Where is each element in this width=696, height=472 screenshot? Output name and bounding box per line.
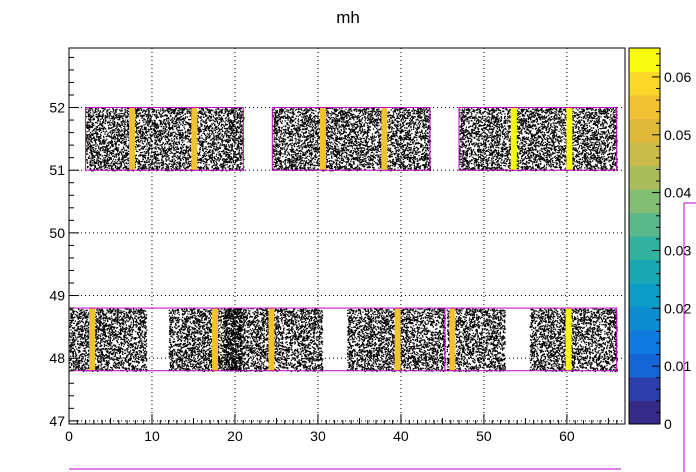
region-outline	[444, 307, 618, 372]
heatmap-region	[459, 107, 618, 172]
y-tick-label: 52	[49, 100, 65, 116]
heatmap-cell-dots	[459, 107, 618, 172]
heatmap-region	[272, 107, 432, 172]
heatmap-region	[529, 308, 618, 372]
hot-strip	[319, 107, 326, 171]
hot-strip	[449, 308, 456, 371]
hot-strip	[191, 107, 198, 171]
y-tick-label: 48	[49, 350, 65, 366]
hot-strip	[129, 107, 136, 171]
x-tick-label: 0	[65, 428, 73, 444]
heatmap-cell-dots	[168, 308, 243, 372]
overlay-frames	[69, 202, 696, 472]
colorbar: 0 0.01 0.02 0.03 0.04 0.05 0.06	[628, 47, 691, 432]
colorbar-tick-label: 0.03	[664, 242, 691, 258]
region-outline	[458, 107, 618, 171]
colorbar-swatch	[629, 330, 660, 354]
colorbar-swatch	[629, 283, 660, 307]
colorbar-swatch	[629, 118, 660, 143]
heatmap-cell-dots	[69, 308, 148, 372]
colorbar-swatch	[629, 259, 660, 284]
y-tick-label: 47	[49, 413, 65, 429]
heatmap-cells	[69, 107, 618, 372]
colorbar-swatch	[629, 400, 660, 425]
hot-strip	[381, 107, 388, 171]
colorbar-tick-label: 0.06	[664, 69, 691, 85]
x-tick-label: 40	[393, 428, 409, 444]
heatmap-region	[168, 308, 243, 372]
y-axis: 47 48 49 50 51 52	[49, 56, 79, 429]
x-tick-label: 30	[310, 428, 326, 444]
y-tick-label: 51	[49, 162, 65, 178]
hot-strip	[565, 308, 572, 371]
colorbar-tick-label: 0.02	[664, 300, 691, 316]
colorbar-swatch	[629, 212, 660, 237]
heatmap-cell-dots	[272, 107, 432, 172]
colorbar-tick-label: 0.01	[664, 358, 691, 374]
colorbar-swatch	[629, 71, 660, 96]
colorbar-swatch	[629, 306, 660, 331]
colorbar-tick-label: 0.04	[664, 185, 691, 201]
heatmap-region	[69, 308, 148, 372]
x-axis: 0 10 20 30 40 50 60	[65, 414, 626, 444]
y-tick-label: 49	[49, 288, 65, 304]
colorbar-frame	[628, 47, 661, 425]
y-tick-label: 50	[49, 225, 65, 241]
region-outline	[271, 107, 431, 171]
x-tick-label: 60	[559, 428, 575, 444]
hot-strip	[394, 308, 401, 371]
hot-strips	[89, 107, 573, 371]
colorbar-swatch	[629, 236, 660, 260]
heatmap-cell-dots	[529, 308, 618, 372]
colorbar-tick-label: 0	[664, 416, 672, 432]
heatmap-cell-dots	[446, 308, 506, 372]
heatmap-region	[446, 308, 506, 372]
hot-strip	[566, 107, 573, 171]
plot-frame	[68, 47, 626, 425]
region-outline	[85, 107, 244, 171]
colorbar-swatch	[629, 48, 660, 72]
x-tick-label: 10	[144, 428, 160, 444]
colorbar-swatch	[629, 353, 660, 378]
hot-strip	[268, 308, 275, 371]
hot-strip	[89, 308, 96, 371]
colorbar-swatch	[629, 142, 660, 166]
x-tick-label: 50	[476, 428, 492, 444]
heatmap-region	[85, 107, 245, 172]
colorbar-swatch	[629, 377, 660, 401]
chart-title: mh	[336, 8, 360, 27]
hot-strip	[510, 107, 517, 171]
x-tick-label: 20	[227, 428, 243, 444]
colorbar-swatch	[629, 95, 660, 119]
colorbar-tick-label: 0.05	[664, 127, 691, 143]
colorbar-swatch	[629, 165, 660, 190]
hot-strip	[212, 308, 219, 371]
heatmap-cell-dots	[85, 107, 245, 172]
